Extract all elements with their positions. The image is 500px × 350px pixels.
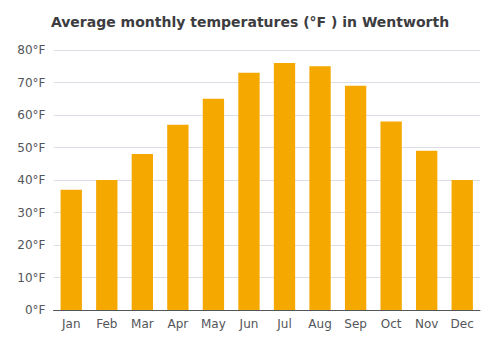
svg-text:Aug: Aug [308,317,331,331]
svg-text:Feb: Feb [96,317,117,331]
svg-text:Oct: Oct [381,317,402,331]
svg-text:Nov: Nov [415,317,438,331]
svg-text:40°F: 40°F [17,173,45,187]
svg-text:80°F: 80°F [17,43,45,57]
svg-text:30°F: 30°F [17,206,45,220]
svg-text:50°F: 50°F [17,141,45,155]
svg-text:Apr: Apr [167,317,188,331]
svg-text:Average monthly temperatures (: Average monthly temperatures (°F ) in We… [51,14,449,30]
svg-text:70°F: 70°F [17,76,45,90]
svg-text:Jul: Jul [276,317,291,331]
svg-text:Jun: Jun [239,317,259,331]
svg-text:Mar: Mar [131,317,154,331]
svg-text:Dec: Dec [451,317,474,331]
svg-text:Jan: Jan [61,317,81,331]
svg-text:May: May [201,317,226,331]
svg-text:0°F: 0°F [25,303,46,317]
svg-text:60°F: 60°F [17,108,45,122]
svg-text:10°F: 10°F [17,271,45,285]
svg-text:Sep: Sep [344,317,367,331]
svg-text:20°F: 20°F [17,238,45,252]
